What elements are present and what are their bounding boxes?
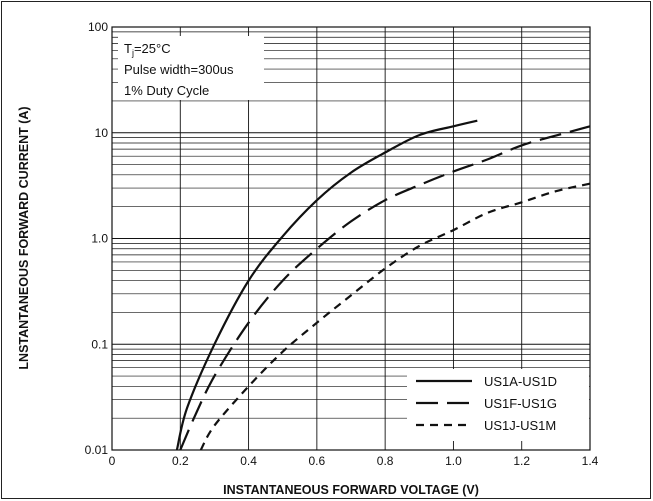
x-tick-label: 0.8: [377, 454, 394, 468]
x-tick-label: 1.4: [582, 454, 599, 468]
x-tick-label: 1.0: [445, 454, 462, 468]
legend-label-2: US1F-US1G: [484, 396, 557, 411]
y-tick-label: 10: [95, 126, 109, 140]
x-tick-label: 0.6: [309, 454, 326, 468]
annotation-box: [118, 36, 264, 100]
legend: US1A-US1D US1F-US1G US1J-US1M: [416, 374, 557, 433]
x-tick-labels: 0 0.2 0.4 0.6 0.8 1.0 1.2 1.4: [109, 454, 599, 468]
legend-label-3: US1J-US1M: [484, 418, 556, 433]
x-axis-label: INSTANTANEOUS FORWARD VOLTAGE (V): [223, 483, 479, 497]
legend-label-1: US1A-US1D: [484, 374, 557, 389]
y-tick-label: 1.0: [91, 232, 108, 246]
x-tick-label: 0.4: [240, 454, 257, 468]
y-tick-labels: 0.01 0.1 1.0 10 100: [85, 20, 109, 457]
y-tick-label: 100: [88, 20, 108, 34]
y-tick-label: 0.1: [91, 337, 108, 351]
annotation-pulse-width: Pulse width=300us: [124, 62, 234, 77]
x-tick-label: 0: [109, 454, 116, 468]
annotation-duty-cycle: 1% Duty Cycle: [124, 83, 209, 98]
series-line-2: [179, 125, 591, 451]
series-line-1: [175, 119, 478, 451]
series-curves: [175, 119, 591, 451]
plot-area-border: [111, 26, 591, 451]
series-line-3: [199, 182, 591, 451]
y-axis-label: LNSTANTANEOUS FORWARD CURRENT (A): [17, 106, 31, 369]
y-tick-label: 0.01: [85, 443, 109, 457]
x-tick-label: 0.2: [172, 454, 189, 468]
x-tick-label: 1.2: [513, 454, 530, 468]
annotation-temperature: Tj=25°C: [124, 41, 171, 58]
